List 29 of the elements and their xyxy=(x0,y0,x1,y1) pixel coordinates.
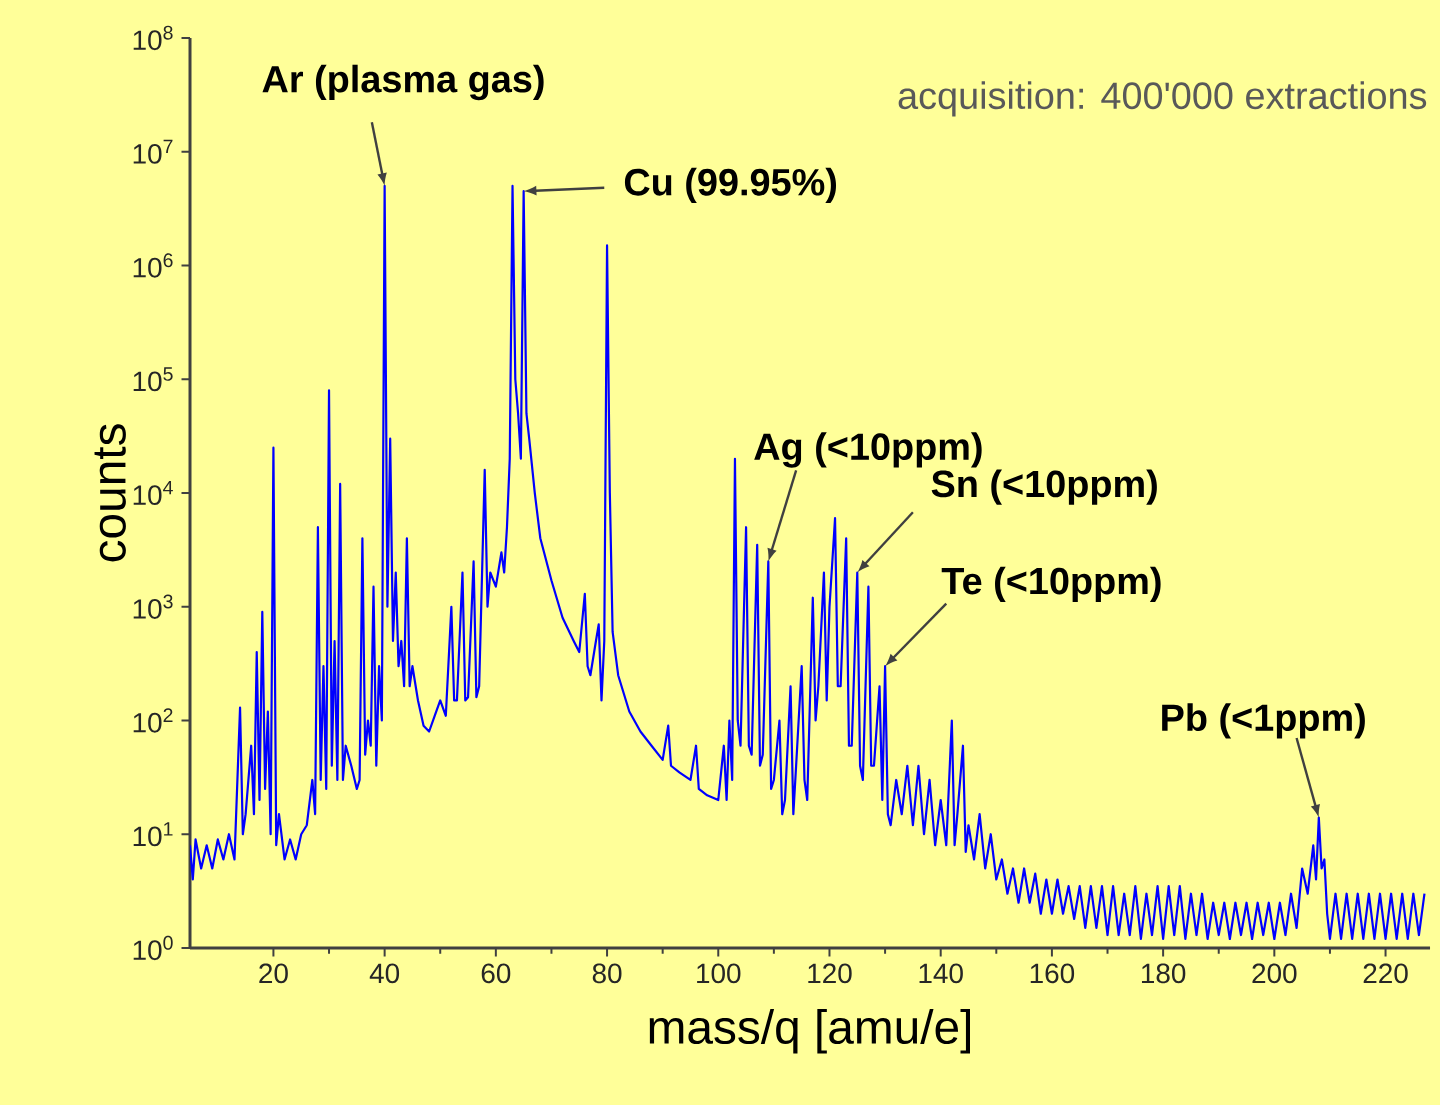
annotation: Sn (<10ppm) xyxy=(931,469,1157,505)
x-tick-label: 100 xyxy=(697,963,741,984)
annotation: Ag (<10ppm) xyxy=(754,432,982,468)
y-tick-label: 10$^{2}$ xyxy=(133,708,173,733)
x-tick-label: 220 xyxy=(1363,963,1408,984)
y-tick-label: 10$^{7}$ xyxy=(133,139,173,164)
y-tick-label: 10$^{0}$ xyxy=(133,935,173,961)
annotation: Pb (<1ppm) xyxy=(1162,703,1365,739)
x-tick-label: 140 xyxy=(919,963,963,984)
x-tick-label: 160 xyxy=(1030,963,1075,984)
y-tick-label: 10$^{3}$ xyxy=(133,594,173,619)
y-tick-label: 10$^{6}$ xyxy=(133,253,173,278)
x-tick-label: 40 xyxy=(369,963,400,984)
y-axis-title: counts xyxy=(94,424,126,562)
x-tick-label: 60 xyxy=(481,963,511,984)
x-tick-label: 120 xyxy=(808,963,852,984)
x-tick-label: 20 xyxy=(259,963,288,984)
y-tick-label: 10$^{5}$ xyxy=(133,367,173,392)
annotation: Te (<10ppm) xyxy=(941,566,1161,602)
x-axis-title: mass/q [amu/e] xyxy=(649,1008,970,1054)
x-tick-label: 180 xyxy=(1141,963,1186,984)
x-tick-label: 80 xyxy=(592,963,622,984)
annotation: Ar (plasma gas) xyxy=(262,64,544,101)
y-tick-label: 10$^{8}$ xyxy=(133,25,173,51)
y-tick-label: 10$^{4}$ xyxy=(133,480,173,506)
annotation: Cu (99.95%) xyxy=(624,167,837,204)
annotation: acquisition: 400'000 extractions xyxy=(898,81,1427,117)
x-tick-label: 200 xyxy=(1252,963,1297,984)
y-tick-label: 10$^{1}$ xyxy=(133,822,173,847)
